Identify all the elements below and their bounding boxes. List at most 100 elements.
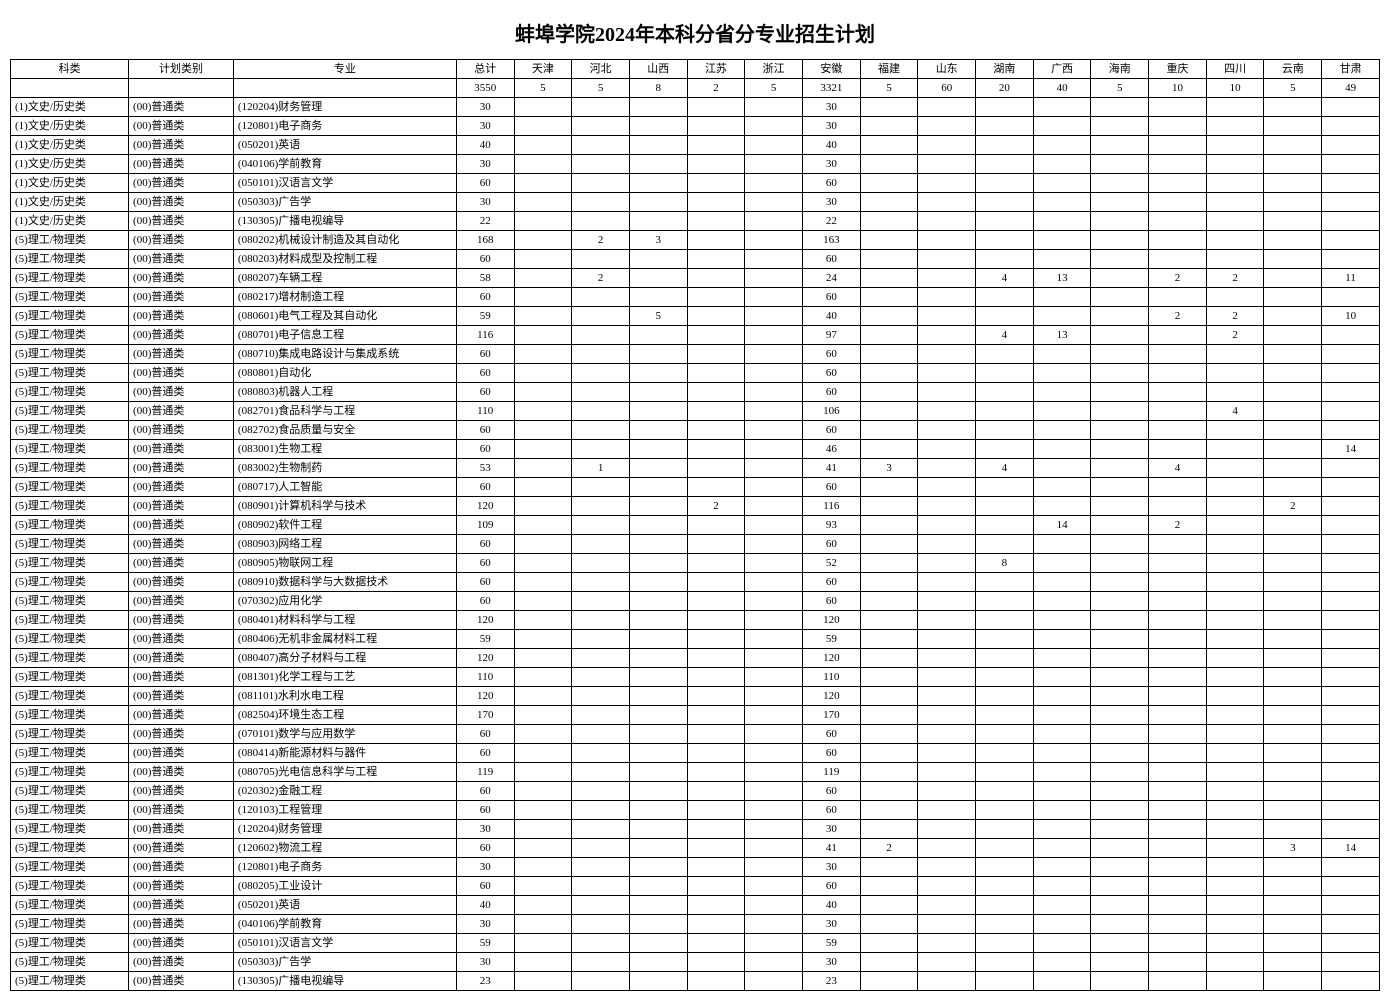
table-cell: 41 <box>802 459 860 478</box>
table-cell <box>745 516 803 535</box>
table-cell: 59 <box>456 630 514 649</box>
table-cell: 120 <box>802 611 860 630</box>
table-cell <box>1091 231 1149 250</box>
table-cell <box>1322 193 1380 212</box>
table-cell <box>1091 782 1149 801</box>
table-cell <box>514 421 572 440</box>
table-cell <box>629 288 687 307</box>
table-cell: 59 <box>802 934 860 953</box>
table-cell <box>629 972 687 991</box>
table-cell <box>514 801 572 820</box>
table-cell <box>1264 402 1322 421</box>
table-cell <box>1206 877 1264 896</box>
table-cell <box>1033 744 1091 763</box>
table-cell <box>687 345 745 364</box>
table-cell: 60 <box>802 782 860 801</box>
table-cell <box>745 459 803 478</box>
table-cell: (00)普通类 <box>129 174 234 193</box>
table-cell: 3 <box>1264 839 1322 858</box>
table-cell: 5 <box>1091 79 1149 98</box>
table-cell <box>687 820 745 839</box>
table-cell <box>860 421 918 440</box>
table-cell <box>1149 345 1207 364</box>
table-cell <box>514 953 572 972</box>
table-cell: (00)普通类 <box>129 915 234 934</box>
table-cell <box>918 98 976 117</box>
table-cell: 120 <box>456 649 514 668</box>
table-cell: 60 <box>802 478 860 497</box>
table-cell: (5)理工/物理类 <box>11 668 129 687</box>
table-cell <box>745 972 803 991</box>
table-cell <box>1033 345 1091 364</box>
table-cell <box>1149 592 1207 611</box>
table-cell: 2 <box>1149 269 1207 288</box>
table-cell <box>572 763 630 782</box>
table-row: (1)文史/历史类(00)普通类(120801)电子商务3030 <box>11 117 1380 136</box>
table-cell <box>918 953 976 972</box>
table-cell <box>687 554 745 573</box>
table-cell <box>1264 155 1322 174</box>
table-cell <box>1033 953 1091 972</box>
table-cell <box>1322 516 1380 535</box>
table-cell <box>1206 839 1264 858</box>
table-cell: (1)文史/历史类 <box>11 174 129 193</box>
table-cell: 13 <box>1033 269 1091 288</box>
table-cell <box>1091 516 1149 535</box>
table-cell <box>1091 288 1149 307</box>
table-cell <box>514 972 572 991</box>
table-row: (5)理工/物理类(00)普通类(080203)材料成型及控制工程6060 <box>11 250 1380 269</box>
table-cell <box>1091 725 1149 744</box>
table-cell <box>514 307 572 326</box>
table-cell <box>629 877 687 896</box>
table-cell <box>687 383 745 402</box>
table-row: (5)理工/物理类(00)普通类(082702)食品质量与安全6060 <box>11 421 1380 440</box>
table-cell <box>860 934 918 953</box>
table-cell <box>1149 117 1207 136</box>
table-cell: (00)普通类 <box>129 535 234 554</box>
table-cell <box>572 820 630 839</box>
table-cell <box>860 649 918 668</box>
table-cell: (00)普通类 <box>129 953 234 972</box>
table-cell: (080406)无机非金属材料工程 <box>233 630 456 649</box>
table-cell <box>687 212 745 231</box>
table-cell <box>629 136 687 155</box>
table-cell: 22 <box>456 212 514 231</box>
table-cell <box>1206 440 1264 459</box>
table-row: (5)理工/物理类(00)普通类(081301)化学工程与工艺110110 <box>11 668 1380 687</box>
table-cell <box>1033 364 1091 383</box>
table-cell <box>1091 801 1149 820</box>
table-cell <box>1264 592 1322 611</box>
table-cell: (5)理工/物理类 <box>11 364 129 383</box>
table-header-row: 科类计划类别专业总计天津河北山西江苏浙江安徽福建山东湖南广西海南重庆四川云南甘肃 <box>11 60 1380 79</box>
table-cell <box>1206 212 1264 231</box>
table-cell <box>629 573 687 592</box>
table-cell: 2 <box>1264 497 1322 516</box>
table-cell <box>629 155 687 174</box>
table-cell <box>1091 877 1149 896</box>
table-row: (5)理工/物理类(00)普通类(080901)计算机科学与技术12021162 <box>11 497 1380 516</box>
table-cell: (1)文史/历史类 <box>11 117 129 136</box>
table-cell: 30 <box>802 953 860 972</box>
table-cell <box>1033 421 1091 440</box>
table-cell <box>514 155 572 174</box>
table-cell <box>918 326 976 345</box>
table-cell <box>918 725 976 744</box>
table-cell <box>860 307 918 326</box>
table-cell: (00)普通类 <box>129 839 234 858</box>
table-cell <box>629 421 687 440</box>
table-cell <box>1322 231 1380 250</box>
table-row: (5)理工/物理类(00)普通类(050303)广告学3030 <box>11 953 1380 972</box>
table-cell <box>1149 706 1207 725</box>
table-cell: 60 <box>456 364 514 383</box>
table-cell <box>918 896 976 915</box>
table-cell <box>745 782 803 801</box>
table-cell <box>976 231 1034 250</box>
table-row: (5)理工/物理类(00)普通类(120204)财务管理3030 <box>11 820 1380 839</box>
table-cell: 30 <box>456 98 514 117</box>
table-cell: (040106)学前教育 <box>233 915 456 934</box>
table-cell <box>860 725 918 744</box>
table-cell: 60 <box>456 440 514 459</box>
table-cell <box>629 250 687 269</box>
table-cell <box>1091 839 1149 858</box>
table-cell <box>687 155 745 174</box>
